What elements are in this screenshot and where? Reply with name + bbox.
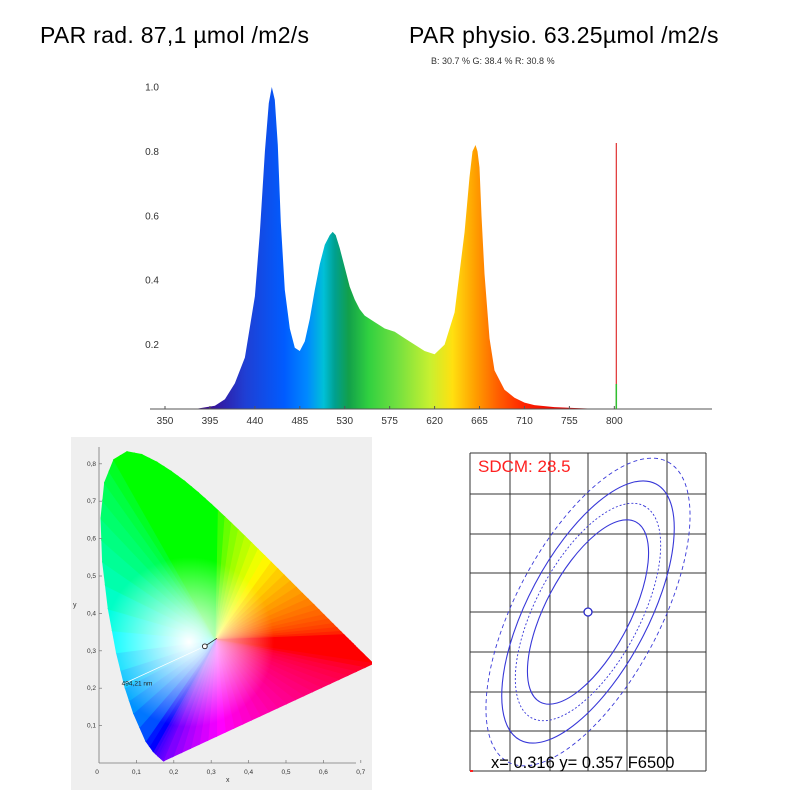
spectrum-y-tick-label: 1.0	[145, 83, 159, 94]
chromaticity-point	[201, 643, 208, 650]
dominant-wavelength-line	[123, 645, 205, 685]
sdcm-ellipse	[526, 519, 650, 705]
cie-y-tick-label: 0,5	[87, 573, 96, 580]
spectrum-x-tick-label: 485	[291, 416, 308, 427]
cie-y-tick-label: 0,7	[87, 498, 96, 505]
cie-x-tick-label: 0,1	[132, 769, 141, 776]
sdcm-readout: x= 0.316 y= 0.357 F6500	[491, 754, 674, 772]
spectrum-y-tick-label: 0.4	[145, 276, 159, 287]
spectrum-x-tick-label: 620	[426, 416, 443, 427]
cie-x-tick-label: 0,2	[169, 769, 178, 776]
cie-x-tick-label: 0,6	[319, 769, 328, 776]
cie-origin-label: 0	[95, 769, 99, 776]
cie-y-tick-label: 0,8	[87, 461, 96, 468]
spectrum-x-tick-label: 350	[157, 416, 174, 427]
spectrum-y-tick-label: 0.6	[145, 211, 159, 222]
spectrum-x-tick-label: 395	[202, 416, 219, 427]
spectrum-y-tick-label: 0.8	[145, 147, 159, 158]
spectrum-x-tick-label: 440	[247, 416, 264, 427]
cie-chromaticity-diagram: 0,1 0,2 0,3 0,4 0,5 0,6 0,7 0,8 0 0,1 0,2 0,3 0,4 0,5…	[73, 447, 372, 784]
spectrum-chart: 0.2 0.4 0.6 0.8 1.0 350 395 440 485 530 575 620 665…	[145, 83, 712, 427]
cie-x-tick-label: 0,5	[281, 769, 290, 776]
sdcm-grid	[469, 452, 707, 772]
cie-x-tick-label: 0,7	[356, 769, 365, 776]
cie-x-tick-label: 0,3	[207, 769, 216, 776]
spectrum-x-tick-label: 665	[471, 416, 488, 427]
cie-y-tick-label: 0,3	[87, 648, 96, 655]
cie-y-tick-label: 0,1	[87, 723, 96, 730]
spectrum-x-tick-label: 575	[381, 416, 398, 427]
cie-y-tick-label: 0,4	[87, 610, 96, 617]
sdcm-ellipse	[514, 502, 662, 722]
spectrum-x-tick-label: 800	[606, 416, 623, 427]
bgr-ratio-label: B: 30.7 % G: 38.4 % R: 30.8 %	[431, 56, 555, 66]
spectrum-y-tick-label: 0.2	[145, 340, 159, 351]
cie-color-fill	[100, 451, 372, 762]
sdcm-ellipse	[485, 457, 691, 767]
cie-diagram-panel: 0,1 0,2 0,3 0,4 0,5 0,6 0,7 0,8 0 0,1 0,2 0,3 0,4 0,5…	[71, 437, 372, 790]
par-physio-title: PAR physio. 63.25µmol /m2/s	[409, 22, 719, 48]
cie-x-axis-label: x	[226, 777, 230, 784]
sdcm-ellipse	[501, 480, 675, 744]
spectrum-x-tick-label: 755	[561, 416, 578, 427]
dominant-wavelength-label: 494,21 nm	[122, 681, 153, 688]
spectrum-area	[165, 87, 620, 409]
sdcm-title: SDCM: 28.5	[478, 457, 571, 476]
cie-x-tick-label: 0,4	[244, 769, 253, 776]
cie-y-axis-label: y	[73, 602, 77, 609]
spectrum-x-tick-label: 710	[516, 416, 533, 427]
sdcm-center-point	[583, 607, 593, 617]
spectrum-x-tick-label: 530	[336, 416, 353, 427]
cie-y-tick-label: 0,2	[87, 685, 96, 692]
par-rad-title: PAR rad. 87,1 µmol /m2/s	[40, 22, 310, 48]
cie-y-tick-label: 0,6	[87, 536, 96, 543]
